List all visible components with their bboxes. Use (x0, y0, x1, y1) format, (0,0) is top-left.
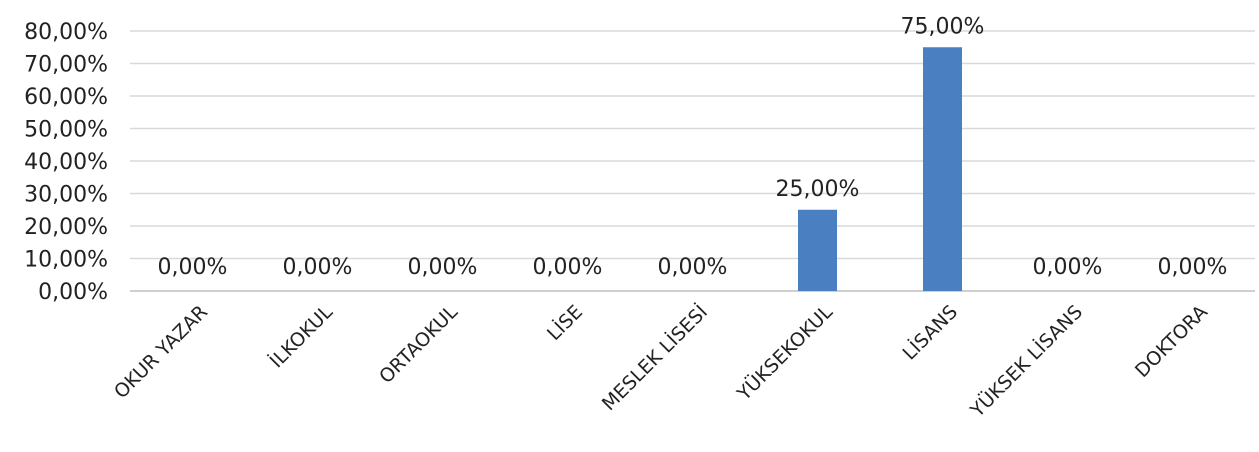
y-tick-label: 30,00% (24, 183, 108, 208)
x-category-label: İLKOKUL (265, 300, 337, 372)
y-tick-label: 60,00% (24, 85, 108, 110)
data-label: 0,00% (283, 255, 353, 280)
data-label: 0,00% (1158, 255, 1228, 280)
data-label: 0,00% (158, 255, 228, 280)
y-tick-label: 70,00% (24, 53, 108, 78)
x-category-label: DOKTORA (1131, 301, 1212, 382)
data-label: 75,00% (901, 14, 985, 39)
y-tick-label: 20,00% (24, 215, 108, 240)
data-label: 0,00% (1033, 255, 1103, 280)
y-tick-label: 40,00% (24, 150, 108, 175)
data-label: 0,00% (533, 255, 603, 280)
x-category-label: YÜKSEKOKUL (732, 300, 838, 406)
bar (923, 47, 962, 291)
x-category-label: OKUR YAZAR (110, 301, 212, 403)
y-tick-label: 0,00% (38, 280, 108, 305)
y-tick-label: 10,00% (24, 248, 108, 273)
y-tick-label: 50,00% (24, 118, 108, 143)
bar (798, 209, 837, 291)
x-category-label: MESLEK LİSESİ (597, 300, 712, 415)
x-category-label: YÜKSEK LİSANS (965, 300, 1087, 422)
data-label: 0,00% (408, 255, 478, 280)
x-category-label: ORTAOKUL (375, 301, 462, 388)
x-category-label: LİSANS (898, 300, 962, 364)
data-label: 0,00% (658, 255, 728, 280)
y-tick-label: 80,00% (24, 20, 108, 45)
x-category-label: LİSE (542, 300, 587, 345)
data-label: 25,00% (776, 177, 860, 202)
